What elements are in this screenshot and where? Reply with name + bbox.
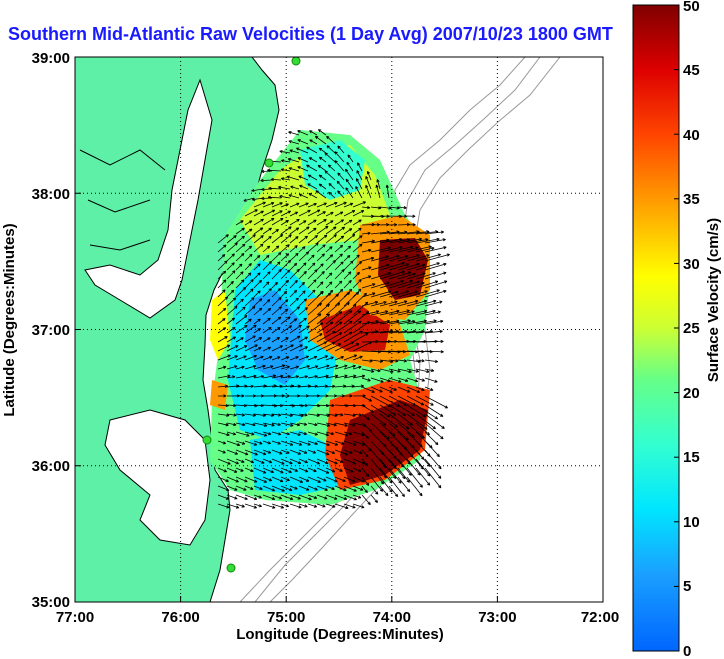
colorbar-tick-label: 10: [683, 514, 700, 531]
x-tick-label: 74:00: [373, 609, 411, 626]
colorbar-tick-label: 45: [683, 62, 700, 79]
y-tick-labels: 39:00 38:00 37:00 36:00 35:00: [32, 50, 70, 611]
colorbar: 50 45 40 35 30 25 20 15 10 5 0 Surface V…: [632, 0, 722, 659]
x-axis-label: Longitude (Degrees:Minutes): [236, 626, 444, 643]
colorbar-tick-labels: 50 45 40 35 30 25 20 15 10 5 0: [683, 0, 700, 659]
grid-lines: [75, 57, 603, 602]
colorbar-tick-label: 15: [683, 449, 700, 466]
radar-station: [291, 57, 301, 66]
colorbar-gradient: [632, 4, 680, 652]
y-axis-label: Latitude (Degrees:Minutes): [1, 223, 18, 416]
radar-station: [226, 563, 236, 573]
colorbar-tick-label: 40: [683, 127, 700, 144]
pamlico-sound: [104, 409, 211, 546]
x-tick-label: 72:00: [581, 609, 619, 626]
radar-stations: [202, 57, 301, 573]
colorbar-tick-label: 50: [683, 0, 700, 15]
map-title: Southern Mid-Atlantic Raw Velocities (1 …: [8, 24, 613, 44]
x-tick-labels: 77:00 76:00 75:00 74:00 73:00 72:00: [56, 609, 619, 626]
colorbar-tick-label: 35: [683, 191, 700, 208]
colorbar-label: Surface Velocity (cm/s): [705, 218, 722, 382]
y-tick-label: 39:00: [32, 50, 70, 67]
chesapeake-bay: [84, 78, 213, 319]
radar-station: [264, 158, 274, 168]
colorbar-tick-label: 20: [683, 385, 700, 402]
colorbar-tick-label: 5: [683, 578, 691, 595]
velocity-arrow: [217, 129, 450, 510]
y-tick-label: 35:00: [32, 594, 70, 611]
colorbar-tick-label: 0: [683, 643, 691, 659]
x-tick-label: 76:00: [161, 609, 199, 626]
y-tick-label: 36:00: [32, 458, 70, 475]
x-tick-label: 73:00: [478, 609, 516, 626]
x-tick-label: 75:00: [267, 609, 305, 626]
map-axes: 77:00 76:00 75:00 74:00 73:00 72:00 39:0…: [1, 50, 619, 643]
colorbar-tick-label: 25: [683, 320, 700, 337]
velocity-vectors: [217, 129, 450, 510]
y-tick-label: 38:00: [32, 186, 70, 203]
y-tick-label: 37:00: [32, 322, 70, 339]
x-tick-label: 77:00: [56, 609, 94, 626]
radar-station: [202, 435, 212, 445]
colorbar-tick-label: 30: [683, 256, 700, 273]
